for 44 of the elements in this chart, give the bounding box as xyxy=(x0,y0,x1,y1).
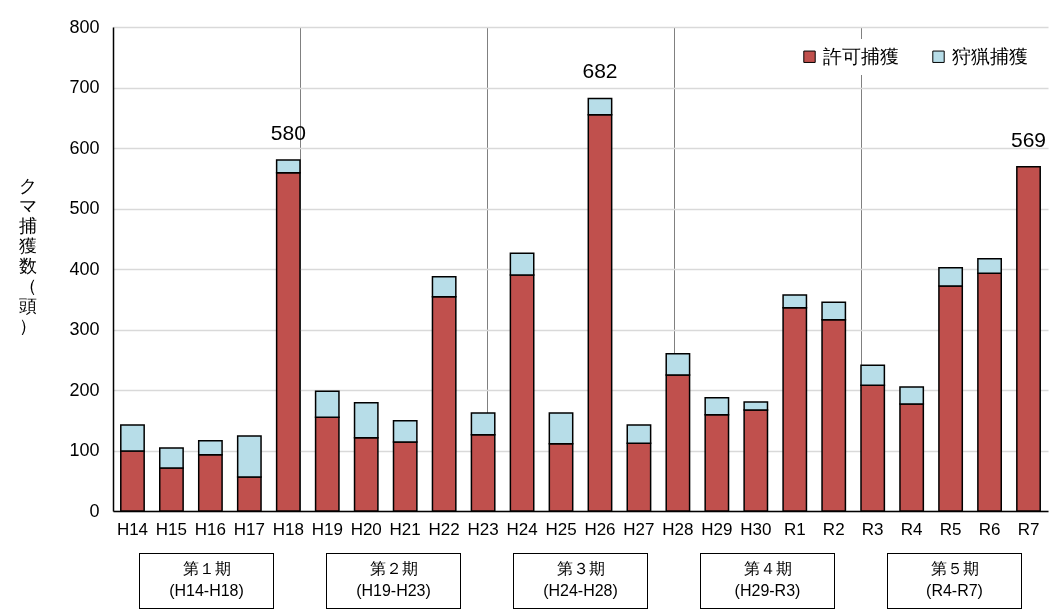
x-tick-label: H15 xyxy=(155,519,188,539)
legend-label: 許可捕獲 xyxy=(823,45,899,67)
x-tick-label: R4 xyxy=(900,519,923,539)
x-tick-label: H17 xyxy=(233,519,265,539)
text: 第５期 (R4-R7) xyxy=(887,553,1022,609)
x-tick-label: H29 xyxy=(701,519,733,539)
total-label: 580 xyxy=(270,121,306,145)
y-tick-label: 300 xyxy=(69,319,100,339)
text: 第３期 (H24-H28) xyxy=(513,553,648,609)
x-tick-label: H28 xyxy=(662,519,694,539)
y-tick-label: 800 xyxy=(69,16,100,37)
y-tick-label: 500 xyxy=(69,198,100,218)
y-tick-label: 100 xyxy=(69,440,100,460)
text: 第２期 (H19-H23) xyxy=(326,553,461,609)
x-tick-label: H23 xyxy=(467,519,499,539)
y-tick-label: 200 xyxy=(69,379,100,400)
text: 第１期 (H14-H18) xyxy=(139,553,274,609)
legend-label: 狩猟捕獲 xyxy=(952,45,1028,67)
y-axis-title: クマ捕獲数（頭） xyxy=(18,175,37,336)
x-tick-label: H25 xyxy=(545,519,577,539)
x-tick-label: R6 xyxy=(978,519,1001,539)
y-tick-label: 700 xyxy=(69,77,100,97)
y-tick-label: 400 xyxy=(69,258,100,279)
x-tick-label: H22 xyxy=(428,519,460,539)
x-tick-label: R3 xyxy=(861,519,884,539)
total-label: 569 xyxy=(1011,127,1047,151)
text: 第４期 (H29-R3) xyxy=(700,553,835,609)
x-tick-label: H30 xyxy=(740,519,772,539)
x-tick-label: H24 xyxy=(506,519,538,539)
x-tick-label: H26 xyxy=(584,519,616,539)
x-tick-label: H27 xyxy=(623,519,655,539)
x-tick-label: H16 xyxy=(194,519,226,539)
x-tick-label: H19 xyxy=(311,519,343,539)
y-tick-label: 600 xyxy=(69,137,100,158)
x-tick-label: H18 xyxy=(272,519,304,539)
total-label: 682 xyxy=(582,59,618,83)
x-tick-label: R5 xyxy=(939,519,962,539)
x-tick-label: H14 xyxy=(116,519,149,539)
x-tick-label: R2 xyxy=(822,519,845,539)
x-tick-label: H21 xyxy=(389,519,421,539)
x-tick-label: R7 xyxy=(1017,519,1040,539)
y-tick-label: 0 xyxy=(89,500,100,521)
x-tick-label: R1 xyxy=(783,519,806,539)
x-tick-label: H20 xyxy=(350,519,382,539)
